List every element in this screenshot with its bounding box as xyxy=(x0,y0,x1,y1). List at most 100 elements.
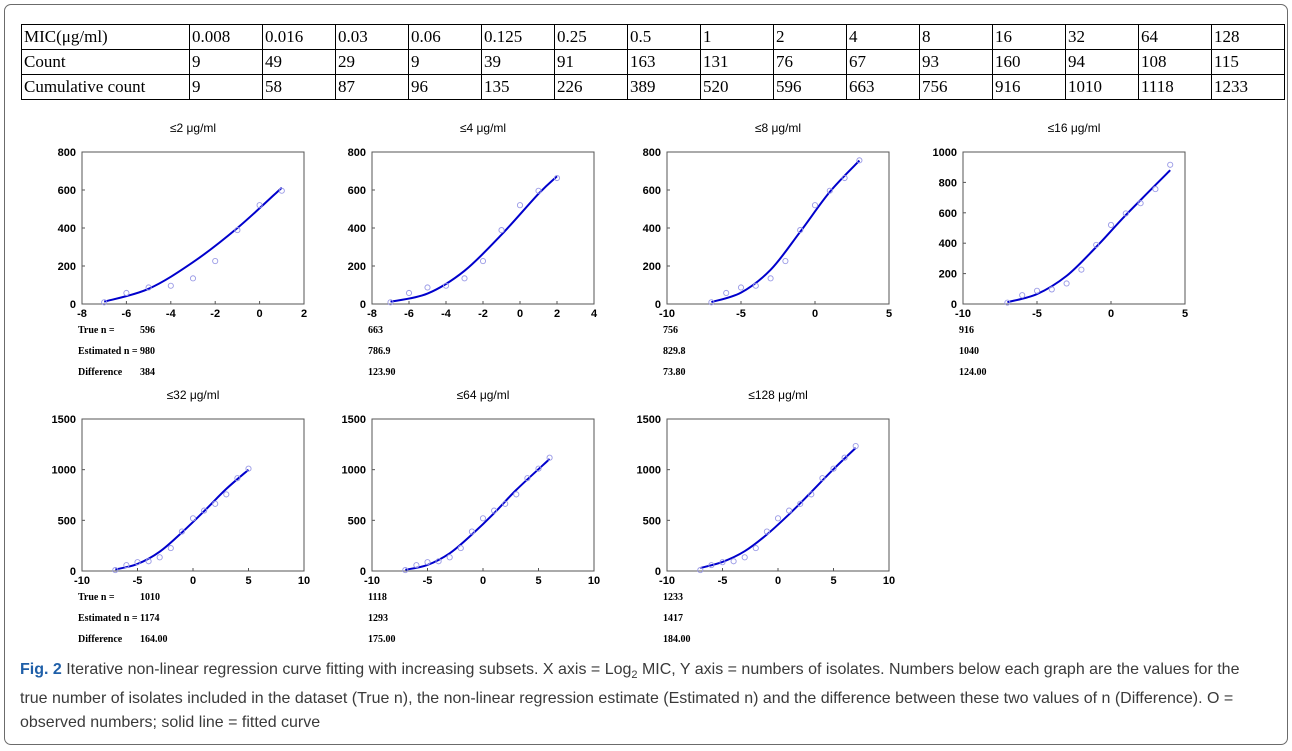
observed-point xyxy=(1033,287,1041,294)
plot-frame xyxy=(81,418,305,572)
observed-point xyxy=(535,465,542,472)
difference-value: 164.00 xyxy=(140,634,168,645)
x-tick-label: 5 xyxy=(535,575,541,587)
table-cell: 596 xyxy=(773,74,847,100)
observed-point xyxy=(730,558,737,565)
observed-point xyxy=(1137,200,1144,207)
plot-frame xyxy=(371,151,595,305)
table-cell: 663 xyxy=(846,74,920,100)
chart-title: ≤4 μg/ml xyxy=(460,121,506,135)
observed-point xyxy=(767,275,774,282)
y-tick-label: 0 xyxy=(360,299,366,311)
observed-point xyxy=(697,567,704,574)
estimated-n-value: 829.8 xyxy=(663,346,686,357)
x-tick-label: 10 xyxy=(298,575,310,587)
figure-caption: Fig. 2 Iterative non-linear regression c… xyxy=(20,658,1270,735)
observed-point xyxy=(830,465,837,472)
table-cell: 1233 xyxy=(1211,74,1285,100)
chart-title: ≤64 μg/ml xyxy=(457,388,510,402)
x-tick-label: -2 xyxy=(210,308,220,320)
table-cell: 1 xyxy=(700,24,774,50)
difference-value: 123.90 xyxy=(368,367,396,378)
table-row-label: Count xyxy=(21,49,190,75)
table-cell: 87 xyxy=(335,74,409,100)
observed-point xyxy=(479,515,487,522)
x-tick-label: 5 xyxy=(886,308,892,320)
table-cell: 520 xyxy=(700,74,774,100)
table-cell: 4 xyxy=(846,24,920,50)
fitted-curve xyxy=(115,468,250,571)
observed-point xyxy=(797,227,804,234)
observed-point xyxy=(112,567,119,574)
true-n-value: 1118 xyxy=(368,592,387,603)
observed-point xyxy=(167,282,174,289)
y-tick-label: 500 xyxy=(348,515,366,527)
y-tick-label: 1000 xyxy=(342,465,366,477)
observed-point xyxy=(468,528,475,535)
x-tick-label: 0 xyxy=(812,308,818,320)
caption-text-2: MIC, Y axis = numbers of isolates. Numbe… xyxy=(20,661,1240,732)
y-tick-label: 600 xyxy=(643,185,661,197)
chart-title: ≤16 μg/ml xyxy=(1048,121,1101,135)
x-tick-label: 4 xyxy=(591,308,598,320)
x-tick-label: -10 xyxy=(659,308,675,320)
observed-point xyxy=(1107,221,1115,229)
observed-point xyxy=(156,554,163,561)
table-cell: 135 xyxy=(481,74,555,100)
chart-title: ≤2 μg/ml xyxy=(170,121,216,135)
observed-point xyxy=(435,558,442,565)
difference-label: Difference xyxy=(78,367,123,378)
observed-point xyxy=(826,187,833,194)
observed-point xyxy=(524,475,531,482)
observed-point xyxy=(461,275,468,282)
true-n-value: 756 xyxy=(663,325,678,336)
table-cell: 916 xyxy=(992,74,1066,100)
fitted-curve xyxy=(1007,169,1171,304)
chart-panel: ≤128 μg/ml -10 -5 0 5 10 0 500 1000 1500 1233 1417 1… xyxy=(637,388,896,645)
x-tick-label: 10 xyxy=(588,575,600,587)
table-cell: 2 xyxy=(773,24,847,50)
y-tick-label: 400 xyxy=(348,223,366,235)
table-cell: 0.125 xyxy=(481,24,555,50)
observed-point xyxy=(212,258,219,265)
y-tick-label: 200 xyxy=(939,269,957,281)
y-tick-label: 0 xyxy=(360,566,366,578)
x-tick-label: 5 xyxy=(830,575,836,587)
observed-point xyxy=(223,491,230,498)
x-tick-label: -4 xyxy=(441,308,452,320)
observed-point xyxy=(201,507,208,514)
observed-point xyxy=(256,202,263,209)
y-tick-label: 500 xyxy=(643,515,661,527)
observed-point xyxy=(498,227,505,234)
figure-frame xyxy=(4,4,1288,745)
observed-point xyxy=(167,545,174,552)
caption-fig-label: Fig. 2 xyxy=(20,661,62,678)
x-tick-label: -8 xyxy=(77,308,87,320)
y-tick-label: 200 xyxy=(58,261,76,273)
true-n-value: 596 xyxy=(140,325,155,336)
observed-point xyxy=(101,299,108,306)
observed-point xyxy=(1078,266,1085,273)
estimated-n-value: 1174 xyxy=(140,613,159,624)
x-tick-label: -5 xyxy=(133,575,143,587)
estimated-n-value: 1417 xyxy=(663,613,683,624)
observed-point xyxy=(123,562,130,569)
table-cell: 1010 xyxy=(1065,74,1139,100)
observed-point xyxy=(737,284,745,291)
x-tick-label: -2 xyxy=(478,308,488,320)
y-tick-label: 400 xyxy=(643,223,661,235)
observed-point xyxy=(212,500,219,507)
x-tick-label: 0 xyxy=(1108,308,1114,320)
x-tick-label: 2 xyxy=(554,308,560,320)
observed-point xyxy=(808,491,815,498)
difference-value: 73.80 xyxy=(663,367,686,378)
difference-label: Difference xyxy=(78,634,123,645)
observed-point xyxy=(856,157,863,164)
observed-point xyxy=(763,528,770,535)
observed-point xyxy=(786,507,793,514)
observed-point xyxy=(502,500,509,507)
observed-point xyxy=(546,454,553,461)
true-n-label: True n = xyxy=(78,325,115,336)
difference-value: 124.00 xyxy=(959,367,987,378)
caption-subscript: 2 xyxy=(631,669,638,682)
